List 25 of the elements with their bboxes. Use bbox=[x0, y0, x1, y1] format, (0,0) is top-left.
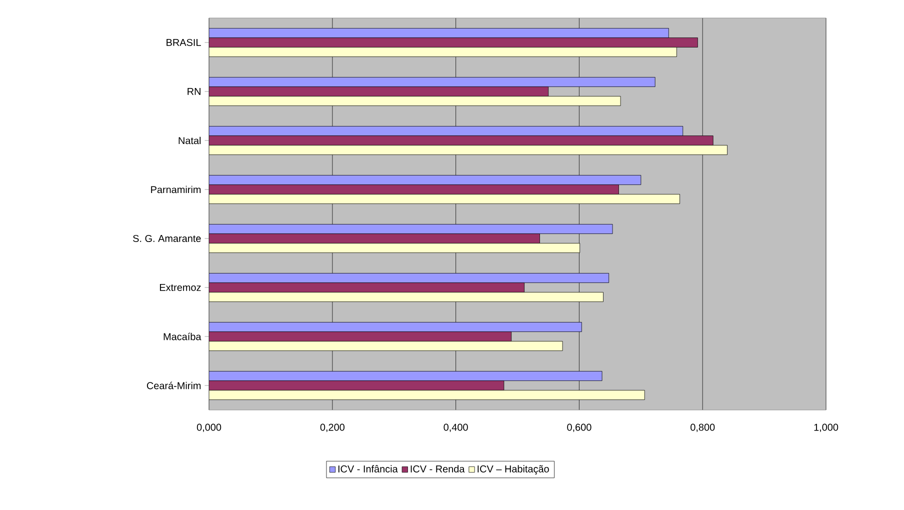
bar bbox=[209, 28, 669, 38]
y-tick-label: Extremoz bbox=[160, 284, 201, 291]
y-tick-label: Macaíba bbox=[164, 332, 202, 340]
bar bbox=[209, 126, 684, 136]
y-tick-label: Parnamirim bbox=[151, 186, 201, 194]
legend-label: ICV – Habitação bbox=[478, 465, 549, 474]
bar bbox=[209, 77, 656, 87]
bar bbox=[209, 273, 610, 283]
x-tick-label: 0,000 bbox=[196, 424, 222, 432]
y-tick-label: S. G. Amarante bbox=[133, 234, 201, 242]
y-tick-label: BRASIL bbox=[166, 38, 201, 46]
x-tick-label: 0,600 bbox=[567, 424, 592, 432]
legend-label: ICV - Renda bbox=[410, 465, 465, 472]
y-tick-label: Ceará-Mirim bbox=[146, 382, 201, 390]
bar bbox=[209, 224, 613, 234]
x-tick-label: 0,200 bbox=[320, 424, 344, 432]
x-tick-label: 0,400 bbox=[444, 424, 468, 432]
x-tick-label: 0,800 bbox=[690, 424, 715, 432]
y-tick-label: RN bbox=[188, 88, 200, 95]
bar bbox=[209, 371, 602, 381]
y-tick-label: Natal bbox=[178, 136, 201, 144]
legend-label: ICV - Infância bbox=[338, 465, 398, 472]
x-tick-label: 1,000 bbox=[814, 424, 838, 432]
bar bbox=[209, 175, 642, 185]
bar bbox=[209, 322, 582, 332]
